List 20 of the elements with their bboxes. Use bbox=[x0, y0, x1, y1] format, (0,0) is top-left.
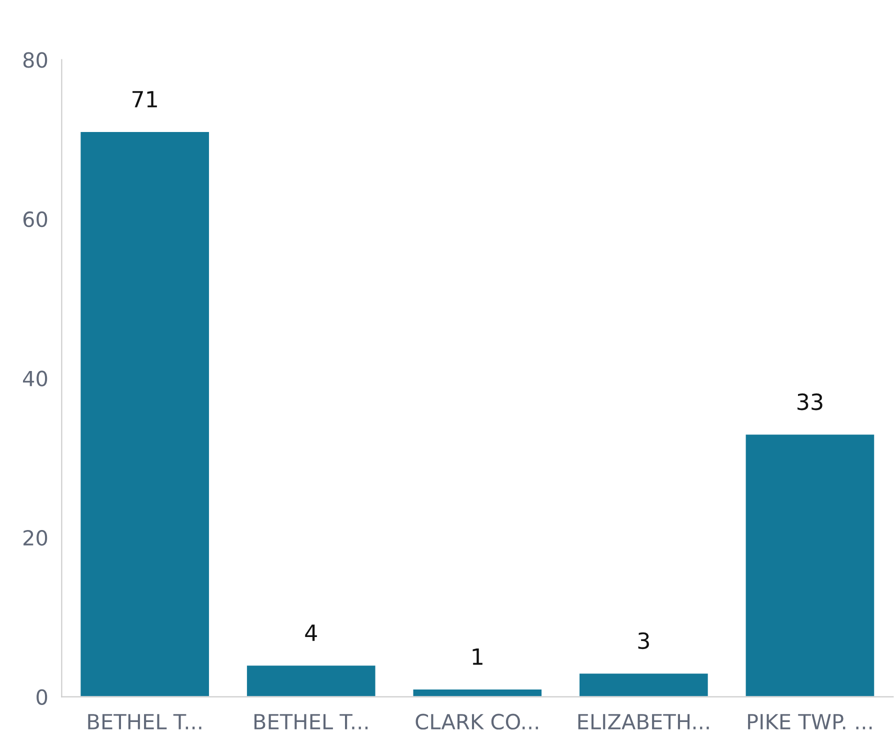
bar bbox=[744, 433, 876, 697]
x-tick-label: PIKE TWP. ... bbox=[748, 714, 872, 730]
y-tick-label: 0 bbox=[36, 689, 48, 705]
data-label: 71 bbox=[132, 91, 157, 108]
bar bbox=[246, 664, 377, 697]
y-tick-label: 40 bbox=[23, 370, 48, 386]
y-tick-label: 60 bbox=[23, 211, 48, 228]
y-tick-label: 80 bbox=[23, 52, 48, 68]
y-tick-label: 20 bbox=[24, 530, 48, 546]
x-tick-label: CLARK CO... bbox=[416, 714, 538, 730]
bar bbox=[79, 130, 210, 697]
data-label: 3 bbox=[638, 632, 649, 650]
data-label: 4 bbox=[305, 624, 317, 641]
x-tick-label: BETHEL T... bbox=[88, 714, 202, 730]
x-tick-label: ELIZABETH... bbox=[578, 714, 709, 730]
data-label: 33 bbox=[798, 393, 822, 410]
x-tick-label: BETHEL T... bbox=[254, 714, 368, 730]
bar bbox=[412, 688, 543, 697]
bar bbox=[578, 672, 710, 697]
data-label: 1 bbox=[472, 648, 482, 665]
